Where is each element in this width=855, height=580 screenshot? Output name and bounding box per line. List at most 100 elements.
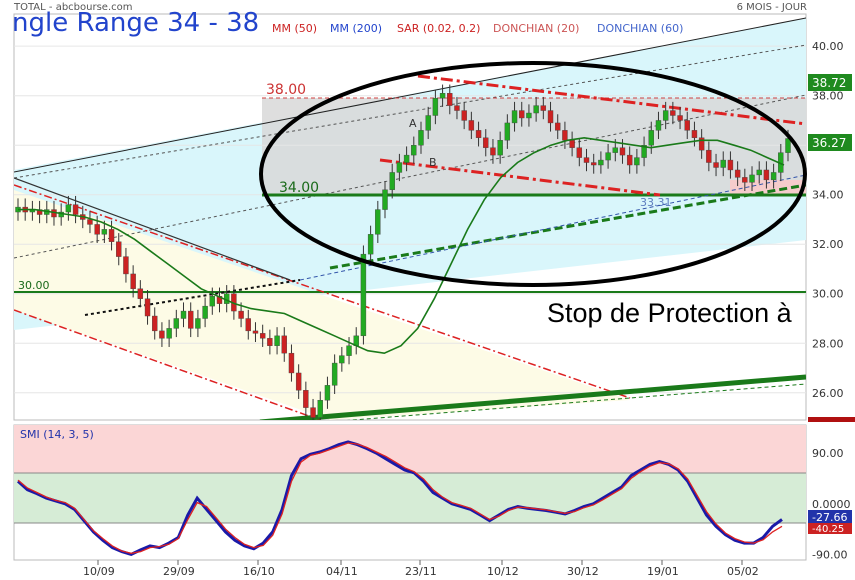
candle-body <box>497 140 503 156</box>
smi-tick-label: 90.00 <box>812 447 844 460</box>
candle-body <box>634 157 640 166</box>
candle-body <box>691 130 698 138</box>
candle-body <box>770 172 777 181</box>
candle-body <box>742 177 748 183</box>
smi-line <box>17 440 783 557</box>
ma-line <box>18 136 785 355</box>
candle-body <box>281 335 287 354</box>
candle-body <box>519 110 525 119</box>
support-dotted <box>84 279 301 316</box>
candle-body <box>202 305 208 319</box>
smi-signal-line <box>17 442 783 554</box>
range-bottom-line <box>379 158 661 197</box>
candle-body <box>698 137 705 151</box>
downtrend-channel-fill <box>14 190 630 420</box>
indicator-mm200: MM (200) <box>330 22 383 35</box>
smi-last-box: -27.66 -40.25 <box>808 510 852 535</box>
stop-protection-text: Stop de Protection à <box>547 298 792 328</box>
descending-channel-upper <box>14 184 631 399</box>
price-tick-label: 34.00 <box>812 189 844 202</box>
indicator-mm50: MM (50) <box>272 22 318 35</box>
candle-body <box>94 224 100 235</box>
smi-last-value: -27.66 <box>812 511 847 524</box>
axis-red-marker <box>808 417 855 422</box>
long-uptrend-line <box>259 374 806 420</box>
upper-channel-dotted <box>14 44 806 179</box>
date-tick-label: 30/12 <box>567 565 599 578</box>
candle-body <box>310 407 316 418</box>
candle-body <box>648 130 654 146</box>
candle-body <box>367 234 374 255</box>
candle-body <box>713 162 719 168</box>
candle-body <box>504 122 511 141</box>
trend-lines <box>14 17 806 420</box>
last-price-label: 36.27 <box>812 136 846 150</box>
candle-body <box>468 120 475 131</box>
period-label: 6 MOIS - JOUR <box>736 2 807 13</box>
candle-body <box>475 130 482 138</box>
candle-body <box>303 390 309 408</box>
candle-body <box>562 130 568 141</box>
candle-body <box>295 372 302 391</box>
smi-overbought-zone <box>14 425 806 473</box>
candle-body <box>267 338 273 346</box>
candle-body <box>339 355 345 364</box>
candle-body <box>259 333 266 339</box>
range-top-line <box>417 74 806 126</box>
candle-body <box>72 204 79 215</box>
candle-body <box>763 169 770 181</box>
candle-body <box>511 110 518 124</box>
date-tick-label: 10/12 <box>487 565 519 578</box>
smi-neutral-zone <box>14 473 806 523</box>
candle-body <box>166 328 172 339</box>
downtrend-line <box>14 177 291 281</box>
candle-body <box>209 296 215 307</box>
date-tick-label: 04/11 <box>326 565 358 578</box>
date-tick-label: 19/01 <box>647 565 679 578</box>
candle-body <box>101 229 108 235</box>
candle-body <box>360 253 367 337</box>
rising-support-dotted <box>299 174 806 281</box>
candle-body <box>677 115 683 121</box>
candle-body <box>382 189 388 210</box>
candle-body <box>252 330 259 334</box>
candle-body <box>490 147 496 156</box>
price-tick-label: 30.00 <box>812 288 844 301</box>
rising-support-line <box>329 183 806 270</box>
candle-body <box>662 110 669 121</box>
indicator-donchian20: DONCHIAN (20) <box>493 22 580 35</box>
indicator-donchian60: DONCHIAN (60) <box>597 22 684 35</box>
candle-body <box>425 115 431 131</box>
candle-body <box>569 140 575 148</box>
date-tick-label: 23/11 <box>405 565 437 578</box>
candle-body <box>274 335 280 346</box>
candle-body <box>137 288 144 299</box>
overlay-title: ngle Range 34 - 38 <box>12 8 260 38</box>
candle-body <box>238 310 244 319</box>
candle-body <box>555 122 561 131</box>
candle-body <box>785 138 791 153</box>
candle-body <box>317 399 323 418</box>
candle-body <box>389 172 395 190</box>
candle-body <box>526 112 532 119</box>
smi-signal-last-value: -40.25 <box>812 524 844 535</box>
candle-body <box>173 318 180 329</box>
marker-price-label: 38.72 <box>812 76 846 90</box>
candle-body <box>116 241 122 257</box>
candle-body <box>483 137 489 148</box>
symbol-label: TOTAL - abcbourse.com <box>14 2 133 13</box>
date-axis: 10/09 29/09 16/10 04/11 23/11 10/12 30/12 19/01… <box>83 560 759 578</box>
moving-average-line <box>18 136 785 355</box>
upper-channel-line <box>14 17 806 173</box>
date-tick-label: 05/02 <box>727 565 759 578</box>
candle-body <box>87 219 93 225</box>
smi-axis: 90.00 0.0000 -90.00 <box>812 447 851 561</box>
candle-body <box>396 162 403 173</box>
candle-body <box>461 110 467 121</box>
candles-group <box>15 84 791 420</box>
candle-body <box>245 318 251 332</box>
candle-body <box>375 209 381 235</box>
date-tick-label: 16/10 <box>243 565 275 578</box>
